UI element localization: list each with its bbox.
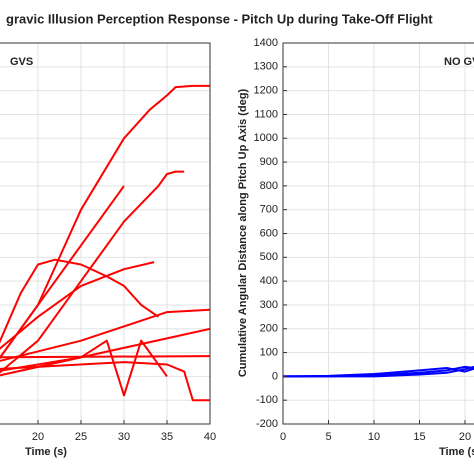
y-tick-label: -100 [256,394,278,406]
x-tick-label: 20 [32,431,44,443]
y-tick-label: 800 [260,180,278,192]
line-series [283,365,474,378]
plot-area [0,43,210,424]
line-series [0,327,210,377]
x-tick-label: 30 [118,431,130,443]
x-tick-label: 10 [368,431,380,443]
line-series [0,261,155,350]
y-tick-label: 1000 [254,132,278,144]
y-tick-label: -200 [256,418,278,430]
y-tick-label: 700 [260,204,278,216]
y-tick-label: 900 [260,156,278,168]
y-tick-label: 100 [260,346,278,358]
y-tick-label: 300 [260,299,278,311]
x-axis-label: Time (s) [439,446,474,458]
x-axis-label: Time (s) [25,446,67,458]
y-tick-label: 200 [260,323,278,335]
panel-label: GVS [10,56,33,68]
line-series [0,258,159,344]
y-tick-label: 0 [272,370,278,382]
axes-frame [282,42,474,425]
axes-frame [0,42,211,425]
line-series [0,84,210,360]
y-axis-label: Cumulative Angular Distance along Pitch … [237,89,249,378]
y-tick-label: 1400 [254,37,278,49]
x-tick-label: 25 [75,431,87,443]
y-tick-label: 400 [260,275,278,287]
y-tick-label: 1300 [254,61,278,73]
chart-title: gravic Illusion Perception Response - Pi… [6,11,433,26]
line-series [0,308,210,362]
panel-label: NO GVS [444,56,474,68]
y-tick-label: 600 [260,227,278,239]
line-series [0,339,168,397]
line-series [0,361,210,402]
plot-area [283,43,474,424]
line-series [0,355,210,359]
x-tick-label: 40 [204,431,216,443]
y-tick-label: 500 [260,251,278,263]
y-tick-label: 1100 [254,108,278,120]
x-tick-label: 0 [280,431,286,443]
x-tick-label: 20 [459,431,471,443]
x-tick-label: 5 [325,431,331,443]
line-series [0,185,125,360]
line-series [0,170,185,374]
y-tick-label: 1200 [254,85,278,97]
x-tick-label: 35 [161,431,173,443]
x-tick-label: 15 [413,431,425,443]
